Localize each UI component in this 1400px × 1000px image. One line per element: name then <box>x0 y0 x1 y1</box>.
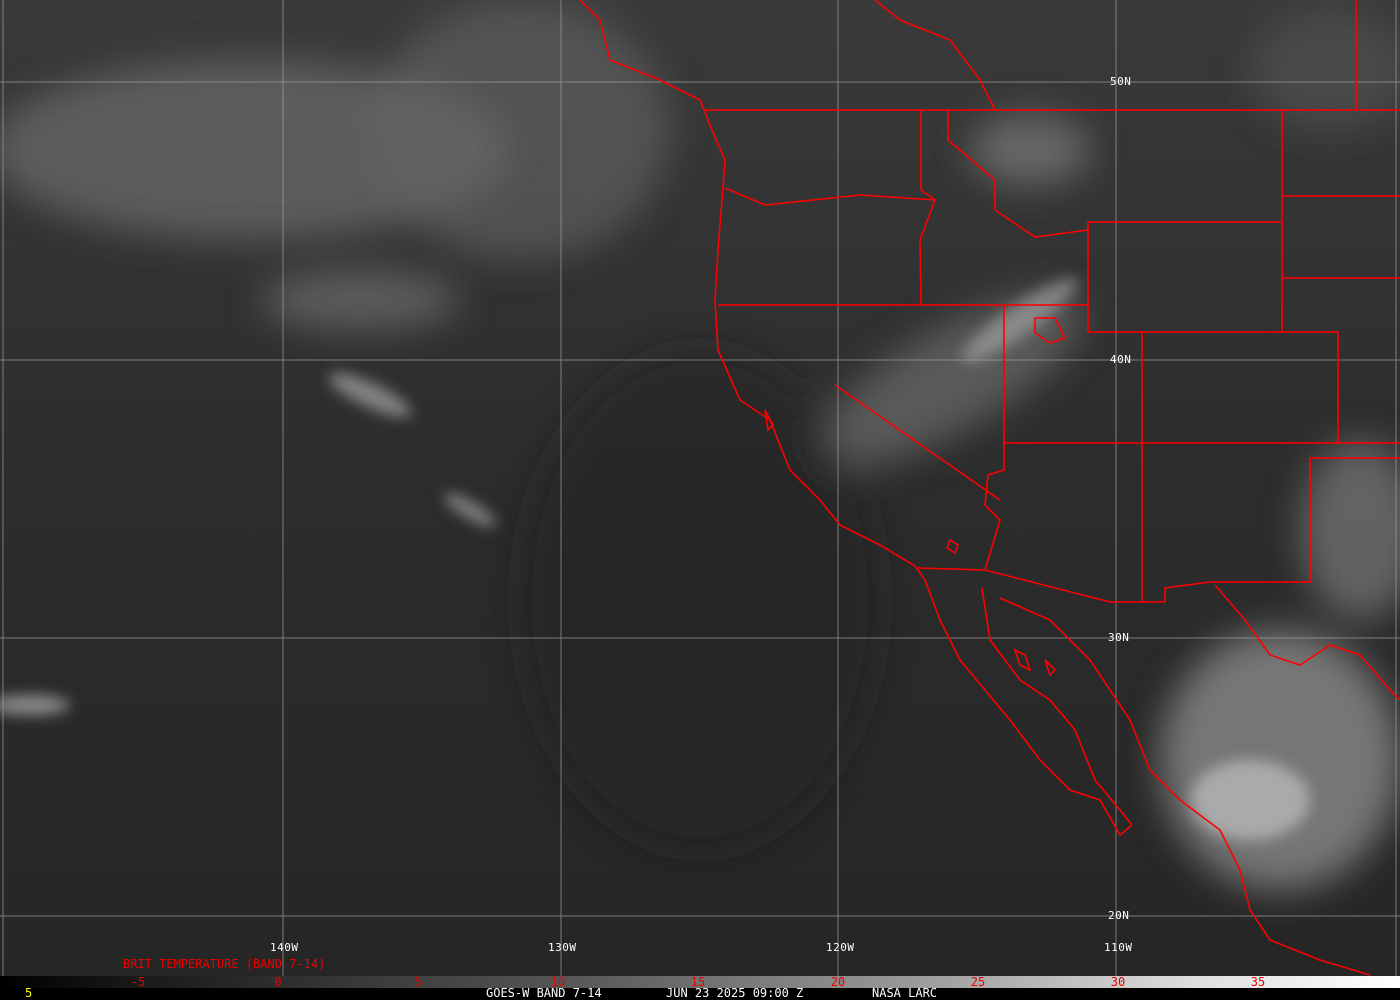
baja-islands <box>764 317 1067 677</box>
colorbar-tick-label: 30 <box>1110 975 1126 989</box>
latitude-label: 40N <box>1110 353 1132 366</box>
colorbar-title: BRIT TEMPERATURE (BAND 7-14) <box>123 957 326 971</box>
colorbar-tick-label: 20 <box>830 975 846 989</box>
longitude-label: 110W <box>1104 941 1133 954</box>
colorbar-tick-label: 15 <box>690 975 706 989</box>
frame-number: 5 <box>25 986 33 1000</box>
border-mexico-east <box>1214 584 1400 701</box>
colorbar-tick-label: 25 <box>970 975 986 989</box>
source-label: NASA LARC <box>872 986 938 1000</box>
latitude-label: 50N <box>1110 75 1132 88</box>
border-canada <box>705 0 1400 111</box>
longitude-label: 130W <box>548 941 577 954</box>
border-idaho <box>919 110 1089 306</box>
cloud-layer <box>0 0 1400 890</box>
longitude-label: 120W <box>826 941 855 954</box>
coastline-gulf <box>981 587 1133 826</box>
border-states-interior <box>1004 110 1400 602</box>
datetime-label: JUN 23 2025 09:00 Z <box>666 986 804 1000</box>
border-mexico-us <box>917 457 1400 603</box>
coastline-pacific <box>579 0 1133 837</box>
colorbar <box>0 976 1400 988</box>
colorbar-tick-label: 0 <box>274 975 282 989</box>
latitude-label: 30N <box>1108 631 1130 644</box>
colorbar-tick-label: 10 <box>550 975 566 989</box>
latitude-label: 20N <box>1108 909 1130 922</box>
coastline-mexico-mainland <box>999 597 1371 976</box>
border-wa-or <box>724 187 936 206</box>
colorbar-tick-label: 5 <box>414 975 422 989</box>
colorbar-tick-label: 35 <box>1250 975 1266 989</box>
lat-lon-grid <box>0 0 1400 976</box>
longitude-label: 140W <box>270 941 299 954</box>
political-boundaries <box>579 0 1400 976</box>
colorbar-tick-label: -5 <box>130 975 146 989</box>
product-label: GOES-W BAND 7-14 <box>486 986 602 1000</box>
footer-bar <box>0 988 1400 1000</box>
